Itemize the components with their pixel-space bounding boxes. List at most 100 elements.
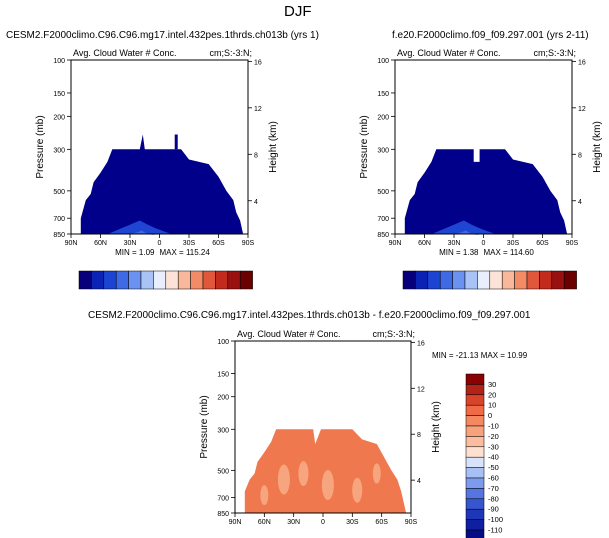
panel1-y2tick-label: 8 — [254, 152, 258, 159]
diff-units: cm;S:-3:N; — [372, 329, 415, 339]
panel1-chart: 100 150 200 300 500 700 850 16 12 8 4 90N 60N 30N 0 30S… — [35, 48, 279, 290]
diff-xtick-label: 30S — [346, 519, 359, 526]
diff-colorbar-label: -110 — [488, 526, 502, 535]
diff-colorbar-label: -20 — [488, 432, 499, 441]
diff-colorbar-cell — [465, 415, 485, 427]
panel2-y2tick-label: 8 — [578, 152, 582, 159]
panel2-case-title: f.e20.F2000climo.f09_f09.297.001 (yrs 2-… — [392, 30, 589, 41]
diff-patch — [352, 477, 363, 503]
panel1-colorbar-cell — [140, 270, 154, 290]
panel2-colorbar-cell — [563, 270, 577, 290]
panel2-max-label: MAX = 114.60 — [484, 248, 535, 257]
diff-ytick-label: 500 — [217, 468, 229, 475]
panel2-colorbar-cell — [427, 270, 441, 290]
panel1-y2tick-label: 16 — [254, 59, 262, 66]
panel1-title: Avg. Cloud Water # Conc. — [73, 48, 177, 58]
diff-colorbar-cell — [465, 508, 485, 520]
diff-colorbar-cell — [465, 384, 485, 396]
panel1-y2tick-label: 4 — [254, 199, 258, 206]
panel1-colorbar-cell — [215, 270, 229, 290]
panel1-colorbar-cell — [115, 270, 129, 290]
panel1-colorbar-cell — [190, 270, 204, 290]
diff-min-max-label: MIN = -21.13 MAX = 10.99 — [432, 351, 528, 360]
panel2-xtick-label: 60S — [536, 240, 549, 247]
panel2-ytick-label: 100 — [377, 58, 389, 65]
panel1-xtick-label: 30N — [124, 240, 137, 247]
diff-xtick-label: 30N — [287, 519, 300, 526]
diff-colorbar-cell — [465, 373, 485, 385]
diff-colorbar-label: -50 — [488, 463, 499, 472]
diff-colorbar-label: 0 — [488, 411, 492, 420]
diff-xtick-label: 60S — [375, 519, 388, 526]
diff-colorbar-cell — [465, 404, 485, 416]
diff-y2tick-label: 4 — [417, 478, 421, 485]
panel1-cloud-region — [71, 134, 248, 234]
panel2-colorbar-cell — [464, 270, 478, 290]
panel1-ytick-label: 300 — [53, 147, 65, 154]
diff-patch — [372, 463, 381, 484]
panel1-ytick-label: 850 — [53, 232, 65, 239]
panel1-min-label: MIN = 1.09 — [115, 248, 155, 257]
diff-y2label: Height (km) — [431, 401, 442, 453]
panel2-ytick-label: 200 — [377, 114, 389, 121]
diff-patch — [277, 464, 290, 495]
diff-colorbar-cell — [465, 394, 485, 406]
panel2-colorbar-cell — [452, 270, 466, 290]
panel1-colorbar-cell — [227, 270, 241, 290]
panel2-colorbar-cell — [439, 270, 453, 290]
diff-colorbar-label: -60 — [488, 474, 499, 483]
panel1-colorbar-cell — [202, 270, 216, 290]
panel2-colorbar-cell — [539, 270, 553, 290]
diff-xtick-label: 90S — [405, 519, 418, 526]
diff-xtick-label: 90N — [229, 519, 242, 526]
diff-colorbar-cell — [465, 488, 485, 500]
panel1-xtick-label: 90N — [65, 240, 78, 247]
panel1-xtick-label: 0 — [158, 240, 162, 247]
diff-y2tick-label: 16 — [417, 340, 425, 347]
panel2-y2label: Height (km) — [592, 121, 603, 173]
panel1-xtick-label: 60S — [212, 240, 225, 247]
diff-case-title: CESM2.F2000climo.C96.C96.mg17.intel.432p… — [88, 310, 531, 321]
panel2-colorbar-cell — [489, 270, 503, 290]
diff-patch — [298, 461, 309, 487]
panel1-colorbar-cell — [103, 270, 117, 290]
panel1-case-title: CESM2.F2000climo.C96.C96.mg17.intel.432p… — [6, 30, 319, 41]
panel1-units: cm;S:-3:N; — [209, 48, 252, 58]
diff-colorbar-cell — [465, 436, 485, 448]
panel2-xtick-label: 90N — [389, 240, 402, 247]
panel2-xtick-label: 90S — [566, 240, 579, 247]
panel2-ytick-label: 300 — [377, 147, 389, 154]
diff-ytick-label: 200 — [217, 395, 229, 402]
panel1-ytick-label: 100 — [53, 58, 65, 65]
diff-colorbar-label: -70 — [488, 484, 499, 493]
panel1-y2label: Height (km) — [268, 121, 279, 173]
diff-frame — [234, 340, 412, 514]
panel1-xtick-label: 60N — [94, 240, 107, 247]
panel2-colorbar-cell — [402, 270, 416, 290]
diff-colorbar-label: -40 — [488, 453, 499, 462]
panel2-blob-outer — [431, 220, 496, 234]
diff-colorbar-cell — [465, 477, 485, 489]
diff-colorbar-label: -30 — [488, 442, 499, 451]
panel2-xtick-label: 60N — [418, 240, 431, 247]
diff-ytick-label: 150 — [217, 372, 229, 379]
diff-colorbar-cell — [465, 498, 485, 510]
diff-y2tick-label: 8 — [417, 432, 421, 439]
panel2-xtick-label: 30N — [448, 240, 461, 247]
panel2-xtick-label: 30S — [507, 240, 520, 247]
panel2-ytick-label: 500 — [377, 189, 389, 196]
diff-ytick-label: 850 — [217, 511, 229, 518]
diff-colorbar-label: -90 — [488, 505, 499, 514]
panel2-chart: 100 150 200 300 500 700 850 16 12 8 4 90N 60N 30N 0 30S… — [359, 48, 603, 290]
panel2-y2tick-label: 16 — [578, 59, 586, 66]
panel1-colorbar-cell — [128, 270, 142, 290]
diff-colorbar-label: 20 — [488, 390, 496, 399]
panel2-frame — [394, 59, 573, 235]
diff-ytick-label: 100 — [217, 339, 229, 346]
diff-colorbar-label: 30 — [488, 380, 496, 389]
panel1-colorbar-cell — [153, 270, 167, 290]
panel1-xtick-label: 30S — [183, 240, 196, 247]
diff-colorbar-cell — [465, 529, 485, 538]
diff-xtick-label: 60N — [258, 519, 271, 526]
